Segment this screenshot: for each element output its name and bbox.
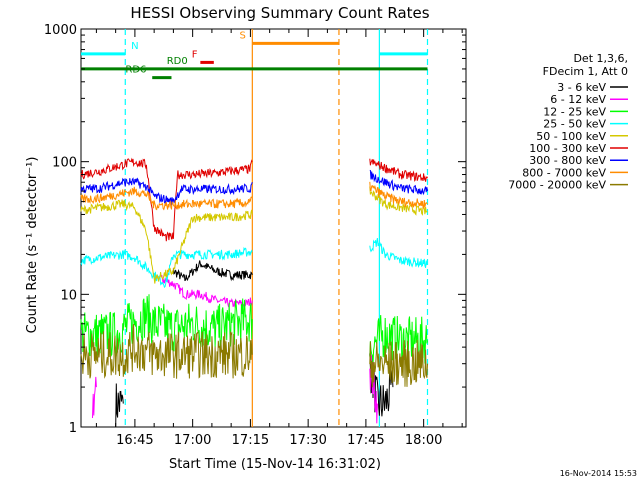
flag-label-4: RD6 — [125, 65, 146, 76]
series-6-segment-0 — [80, 177, 253, 206]
y-tick-label-3: 1000 — [44, 23, 77, 38]
series-5-segment-0 — [80, 157, 253, 242]
series-0-segment-1 — [172, 260, 253, 282]
flag-label-1: S — [240, 30, 246, 41]
series-6-segment-1 — [369, 169, 428, 196]
series-4-segment-0 — [80, 199, 253, 284]
chart-title: HESSI Observing Summary Count Rates — [130, 4, 429, 22]
legend-label-1: 6 - 12 keV — [550, 93, 606, 106]
flag-label-2: F — [192, 49, 198, 60]
x-tick-label-0: 16:45 — [116, 433, 153, 448]
legend-label-2: 12 - 25 keV — [543, 105, 606, 118]
legend-header-0: Det 1,3,6, — [573, 52, 628, 65]
series-1-segment-1 — [161, 275, 253, 309]
series-3-segment-0 — [80, 246, 253, 289]
flag-label-0: N — [131, 41, 138, 52]
legend-label-5: 100 - 300 keV — [529, 142, 606, 155]
series-3-segment-1 — [369, 238, 428, 269]
series-5-segment-1 — [369, 158, 428, 182]
series-7-segment-1 — [369, 181, 428, 210]
y-axis-label: Count Rate (s⁻¹ detector⁻¹) — [25, 157, 40, 334]
x-tick-label-1: 17:00 — [174, 433, 211, 448]
x-tick-label-5: 18:00 — [405, 433, 442, 448]
y-tick-label-0: 1 — [69, 421, 77, 436]
series-8-segment-1 — [369, 339, 428, 388]
x-axis-label: Start Time (15-Nov-14 16:31:02) — [169, 457, 381, 472]
legend-label-4: 50 - 100 keV — [536, 130, 606, 143]
legend-label-6: 300 - 800 keV — [529, 154, 606, 167]
footer-timestamp: 16-Nov-2014 15:53 — [560, 469, 637, 478]
series-2-segment-1 — [369, 314, 428, 365]
x-tick-label-3: 17:30 — [289, 433, 326, 448]
legend-label-3: 25 - 50 keV — [543, 118, 606, 131]
y-tick-label-2: 100 — [52, 156, 77, 171]
x-tick-label-2: 17:15 — [232, 433, 269, 448]
series-8-segment-0 — [80, 324, 253, 379]
series-0-segment-0 — [115, 383, 124, 428]
flag-label-3: RD0 — [167, 56, 188, 67]
legend-label-7: 800 - 7000 keV — [522, 166, 606, 179]
y-tick-label-1: 10 — [60, 288, 77, 303]
series-7-segment-0 — [80, 186, 253, 211]
legend-header-1: FDecim 1, Att 0 — [543, 65, 628, 78]
x-tick-label-4: 17:45 — [347, 433, 384, 448]
legend-label-8: 7000 - 20000 keV — [508, 179, 606, 192]
series-1-segment-0 — [92, 376, 97, 419]
legend-label-0: 3 - 6 keV — [557, 81, 606, 94]
plot-frame — [80, 28, 467, 428]
